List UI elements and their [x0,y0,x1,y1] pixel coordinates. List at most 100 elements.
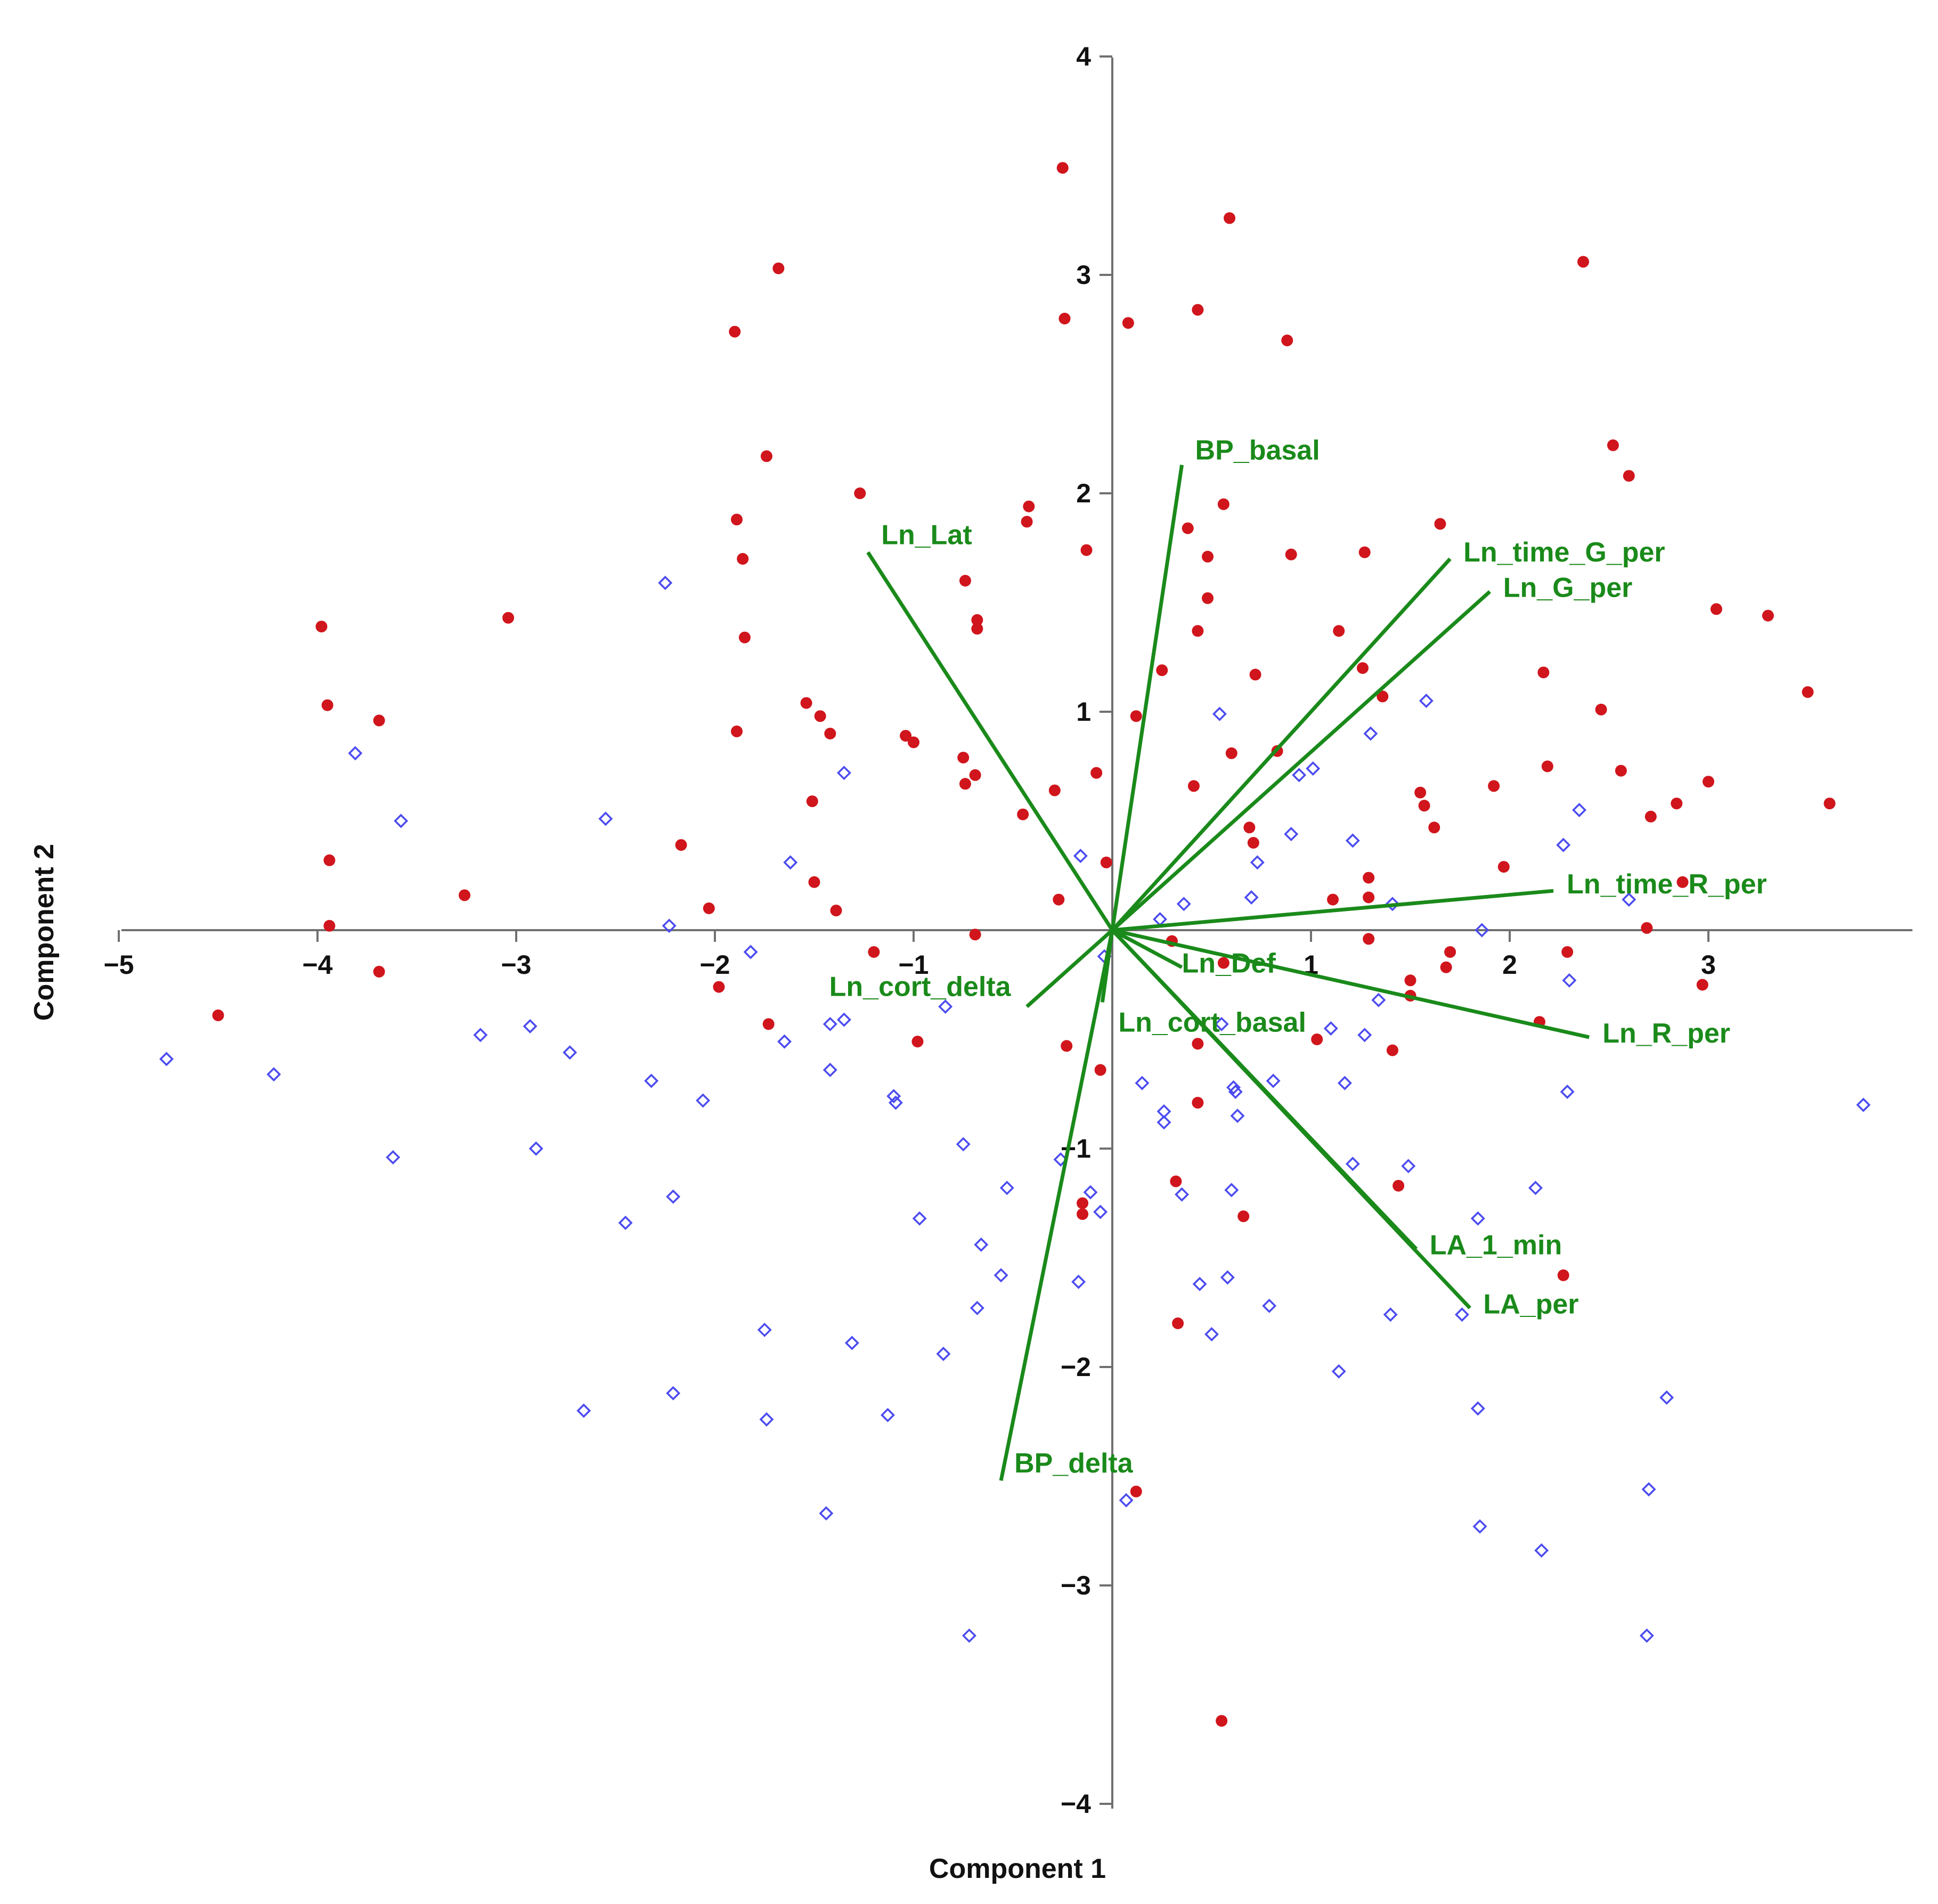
diamond-point [1856,1097,1871,1112]
circle-point [1281,335,1293,346]
diamond-point [836,766,851,780]
circle-point [959,575,971,587]
circle-point [1311,1034,1323,1045]
circle-point [675,839,687,851]
diamond-point [1455,1307,1469,1322]
circle-point [1823,798,1836,810]
circle-point [1358,546,1371,558]
diamond-point [644,1073,659,1088]
circle-point [1077,1208,1089,1220]
y-tick-label: 3 [1076,260,1091,290]
x-tick-label: −1 [898,950,929,980]
diamond-point [1214,1016,1229,1031]
open-diamond-series [159,575,1871,1643]
circle-point [1615,764,1627,777]
circle-point [1623,470,1635,482]
circle-point [1802,686,1814,698]
circle-point [502,612,515,624]
circle-point [814,710,826,722]
circle-point [1182,522,1194,534]
diamond-point [1345,1157,1360,1171]
circle-point [911,1036,924,1048]
circle-point [1644,810,1657,823]
circle-point [1377,690,1389,703]
diamond-point [1401,1159,1416,1174]
diamond-point [999,1181,1014,1195]
x-tick-label: 2 [1502,950,1517,980]
diamond-point [1556,837,1571,852]
vector-line [866,551,1114,931]
diamond-point [1157,1115,1171,1130]
circle-point [1434,518,1446,530]
circle-point [1056,162,1069,174]
diamond-point [1073,849,1088,864]
y-tick-label: −4 [1061,1789,1091,1819]
circle-point [1061,1040,1073,1052]
circle-point [1561,946,1574,958]
diamond-point [1093,1205,1108,1219]
y-tick-label: 1 [1076,697,1091,727]
diamond-point [658,575,673,590]
filled-circle-series [212,162,1836,1727]
circle-point [1497,861,1510,873]
diamond-point [1175,1187,1190,1202]
diamond-point [348,746,363,761]
diamond-point [1562,973,1577,988]
vector-label: BP_delta [1014,1448,1134,1479]
diamond-point [618,1215,633,1230]
circle-point [737,553,749,565]
circle-point [1017,808,1029,820]
diamond-point [823,1016,837,1031]
diamond-point [994,1268,1008,1283]
x-tick-label: −4 [302,950,332,980]
vector-line [1025,929,1114,1008]
circle-point [762,1018,775,1030]
diamond-point [563,1045,577,1060]
circle-point [1217,498,1229,510]
circle-point [1023,500,1035,512]
diamond-point [473,1028,488,1043]
circle-point [760,450,772,462]
circle-point [806,795,818,808]
circle-point [1202,592,1214,604]
diamond-point [528,1141,543,1156]
circle-point [738,631,751,644]
diamond-point [666,1189,681,1204]
circle-point [1444,946,1456,958]
circle-point [1021,516,1033,528]
circle-point [1130,710,1142,722]
circle-point [1404,974,1416,987]
circle-point [1440,961,1452,973]
circle-point [1094,1064,1106,1076]
circle-point [1595,703,1607,715]
vector-line [1111,929,1471,1309]
circle-point [1393,1179,1405,1192]
diamond-point [1331,1364,1346,1379]
circle-point [1363,933,1375,945]
diamond-point [1284,827,1299,842]
circle-point [1247,837,1259,849]
diamond-point [1345,833,1360,848]
circle-point [1058,313,1071,324]
circle-point [854,487,866,499]
diamond-point [1472,1519,1487,1534]
diamond-point [1230,1109,1245,1123]
x-tick-label: −2 [699,950,730,980]
diamond-point [938,999,953,1014]
diamond-point [1226,1080,1241,1095]
diamond-point [662,918,677,933]
y-tick-label: −3 [1061,1571,1091,1600]
diamond-point [1212,706,1227,721]
vector-label: Ln_time_R_per [1567,869,1767,900]
diamond-point [1135,1076,1150,1091]
circle-point [373,714,385,727]
circle-point [1577,256,1590,268]
vector-label: Ln_Def [1182,948,1276,979]
diamond-point [836,1012,851,1027]
diamond-point [1262,1298,1277,1313]
circle-point [1170,1175,1182,1187]
x-axis-title: Component 1 [929,1853,1106,1884]
diamond-point [956,1137,971,1152]
x-tick-label: 3 [1701,950,1716,980]
